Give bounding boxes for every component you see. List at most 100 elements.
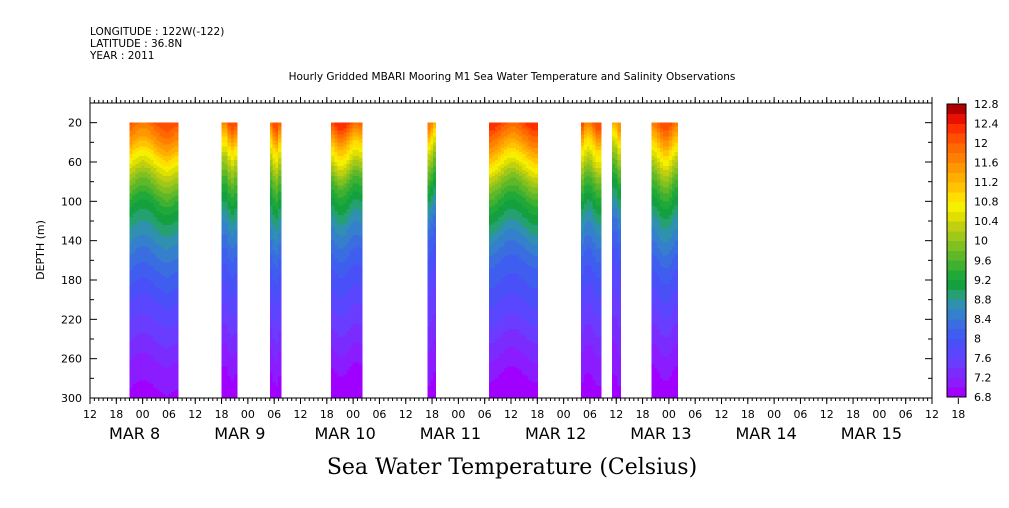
temperature-cell [269,185,274,189]
temperature-cell [221,303,226,307]
temperature-cell [224,232,229,236]
temperature-cell [141,167,146,171]
temperature-cell [355,175,360,179]
temperature-cell [171,126,176,130]
temperature-cell [349,301,354,305]
temperature-cell [129,327,134,330]
temperature-cell [144,291,149,295]
temperature-cell [337,142,342,145]
temperature-cell [168,132,173,136]
temperature-cell [269,301,274,305]
temperature-cell [349,329,354,332]
temperature-cell [337,352,342,356]
temperature-cell [275,344,279,348]
temperature-cell [129,297,134,301]
temperature-cell [153,144,158,147]
temperature-cell [171,201,176,204]
temperature-cell [171,333,176,336]
temperature-cell [141,203,146,206]
temperature-cell [135,163,140,167]
temperature-cell [346,329,351,332]
temperature-cell [135,323,140,326]
temperature-cell [150,246,155,250]
temperature-cell [224,344,229,348]
temperature-cell [233,189,238,193]
temperature-cell [138,305,143,309]
temperature-cell [132,342,137,346]
temperature-cell [352,337,357,340]
temperature-cell [340,283,345,287]
temperature-cell [352,278,357,281]
temperature-cell [224,348,229,352]
temperature-cell [221,221,226,224]
temperature-cell [337,307,342,311]
temperature-cell [147,356,152,360]
temperature-cell [141,266,146,269]
temperature-cell [138,356,143,360]
temperature-cell [278,319,282,322]
temperature-cell [269,175,274,179]
temperature-cell [269,285,274,289]
temperature-cell [144,144,149,147]
temperature-cell [129,313,134,316]
temperature-cell [129,252,134,256]
temperature-cell [278,167,282,171]
temperature-cell [275,266,279,269]
temperature-cell [331,126,335,130]
temperature-cell [340,232,345,236]
temperature-cell [153,331,158,334]
temperature-cell [352,136,357,139]
temperature-cell [224,158,229,161]
temperature-cell [162,128,167,132]
temperature-cell [355,307,360,311]
temperature-cell [427,219,431,222]
temperature-cell [230,165,235,169]
temperature-cell [427,242,431,246]
temperature-cell [159,240,164,244]
temperature-cell [275,270,279,273]
temperature-cell [352,370,357,374]
temperature-cell [224,364,229,368]
temperature-cell [349,258,354,261]
temperature-cell [144,193,149,197]
temperature-cell [135,266,140,269]
temperature-cell [278,228,282,232]
temperature-cell [168,207,173,210]
temperature-cell [141,392,146,395]
temperature-cell [162,201,167,204]
temperature-cell [340,177,345,181]
temperature-cell [331,169,335,173]
temperature-cell [156,144,161,147]
temperature-cell [147,122,152,126]
temperature-cell [224,122,229,126]
temperature-cell [272,270,276,273]
temperature-cell [337,272,342,275]
temperature-cell [132,354,137,358]
temperature-cell [221,228,226,232]
temperature-cell [272,329,276,332]
temperature-cell [171,319,176,322]
temperature-cell [230,374,235,377]
temperature-cell [138,358,143,362]
temperature-cell [153,305,158,309]
temperature-cell [132,138,137,141]
temperature-cell [135,348,140,352]
temperature-cell [331,356,335,360]
temperature-cell [349,333,354,336]
temperature-cell [221,236,226,240]
temperature-cell [221,169,226,173]
temperature-cell [162,281,167,285]
temperature-cell [141,344,146,348]
temperature-cell [165,305,170,309]
temperature-cell [138,158,143,161]
temperature-cell [334,382,338,385]
temperature-cell [224,358,229,362]
temperature-cell [340,315,345,318]
temperature-cell [132,238,137,242]
temperature-cell [269,344,274,348]
temperature-cell [227,248,232,252]
temperature-cell [352,189,357,193]
temperature-cell [331,360,335,364]
temperature-cell [352,352,357,356]
temperature-cell [162,374,167,377]
